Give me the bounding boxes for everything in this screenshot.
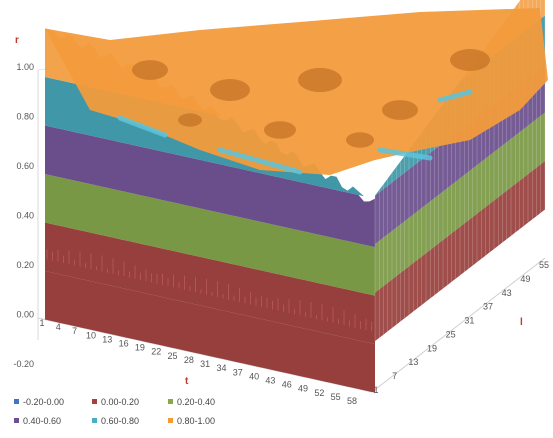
t-tick-label: 43: [265, 375, 275, 385]
surface-peak-shade: [450, 49, 490, 71]
t-axis-label: t: [185, 376, 189, 387]
l-tick-label: 25: [446, 329, 456, 339]
surface-peak-shade: [382, 100, 418, 120]
surface-peak-shade: [132, 60, 168, 80]
surface-peak-shade: [264, 121, 296, 139]
r-tick-label: -0.20: [13, 359, 34, 369]
l-tick-label: 55: [539, 260, 549, 270]
legend-label: 0.00-0.20: [101, 397, 139, 407]
r-axis-ticks: 1.00 0.80 0.60 0.40 0.20 0.00 -0.20: [13, 62, 34, 369]
legend: -0.20-0.00 0.00-0.20 0.20-0.40 0.40-0.60 0.6…: [14, 397, 215, 426]
t-tick-label: 25: [168, 351, 178, 361]
legend-label: 0.40-0.60: [23, 416, 61, 426]
surface-teal-ridge: [437, 89, 473, 103]
legend-label: 0.20-0.40: [177, 397, 215, 407]
r-tick-label: 0.00: [16, 310, 34, 320]
r-tick-label: 0.60: [16, 161, 34, 171]
l-axis-ticks: 1 7 13 19 25 31 37 43 49 55: [373, 260, 549, 395]
l-tick-label: 19: [427, 343, 437, 353]
l-axis-label: l: [520, 317, 523, 328]
surface-front-band: [45, 174, 375, 296]
legend-label: 0.80-1.00: [177, 416, 215, 426]
t-tick-label: 10: [86, 330, 96, 340]
surface-teal-ridge: [117, 115, 168, 138]
t-tick-label: 22: [151, 347, 161, 357]
t-tick-label: 55: [331, 392, 341, 402]
surface-peak-shade: [346, 132, 374, 148]
t-tick-label: 1: [39, 318, 44, 328]
r-tick-label: 0.80: [16, 112, 34, 122]
legend-label: -0.20-0.00: [23, 397, 64, 407]
r-tick-label: 0.40: [16, 211, 34, 221]
t-tick-label: 31: [200, 359, 210, 369]
legend-swatch: [168, 399, 173, 404]
t-tick-label: 13: [102, 334, 112, 344]
surface: [45, 0, 548, 393]
t-tick-label: 28: [184, 355, 194, 365]
floor-right-edge: [371, 257, 546, 393]
legend-label: 0.60-0.80: [101, 416, 139, 426]
l-tick-label: 1: [373, 385, 378, 395]
t-tick-label: 7: [72, 326, 77, 336]
l-tick-label: 7: [392, 371, 397, 381]
l-tick-label: 49: [520, 274, 530, 284]
surface-top-plateau: [45, 8, 548, 175]
legend-swatch: [92, 399, 97, 404]
t-tick-label: 40: [249, 371, 259, 381]
surface-front-band: [45, 222, 375, 345]
l-tick-label: 43: [502, 288, 512, 298]
legend-swatch: [92, 418, 97, 423]
t-tick-label: 46: [282, 380, 292, 390]
surface-teal-ridge: [377, 147, 433, 161]
surface-side-band: [375, 112, 545, 293]
surface-front-band: [45, 125, 375, 248]
t-tick-label: 34: [216, 363, 226, 373]
legend-swatch: [168, 418, 173, 423]
t-tick-label: 19: [135, 343, 145, 353]
l-tick-label: 13: [408, 357, 418, 367]
t-tick-label: 16: [119, 339, 129, 349]
l-tick-label: 37: [483, 302, 493, 312]
surface-peak-shade: [178, 113, 202, 127]
legend-swatch: [14, 399, 19, 404]
surface-teal-ridge: [217, 147, 303, 175]
t-tick-label: 58: [347, 396, 357, 406]
t-axis-ticks: 1 4 7 10 13 16 19 22 25 28 31 34 37 40 43 46 49 52 55 58: [39, 318, 357, 406]
surface-peak-shade: [298, 67, 342, 93]
l-tick-label: 31: [464, 316, 474, 326]
r-axis-label: r: [15, 35, 19, 46]
r-tick-label: 1.00: [16, 62, 34, 72]
surface-peak-shade: [210, 79, 250, 101]
t-tick-label: 49: [298, 384, 308, 394]
r-tick-label: 0.20: [16, 260, 34, 270]
surface-front-band: [45, 271, 375, 393]
t-tick-label: 37: [233, 367, 243, 377]
t-tick-label: 52: [314, 388, 324, 398]
t-tick-label: 4: [56, 322, 61, 332]
surface-side-band: [375, 160, 545, 342]
legend-swatch: [14, 418, 19, 423]
